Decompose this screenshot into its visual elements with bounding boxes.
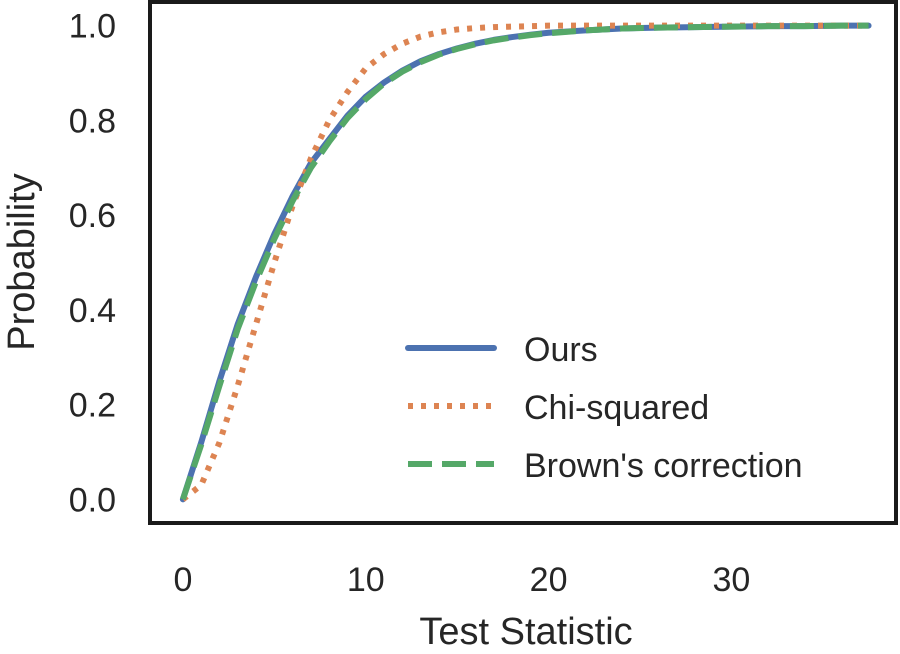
- y-axis-title: Probability: [1, 173, 43, 350]
- series-line-brown-s-correction: [180, 22, 869, 501]
- x-tick-label: 0: [173, 561, 192, 599]
- series-line-chi-squared: [181, 22, 869, 502]
- y-axis-ticks: 0.0 0.2 0.4 0.6 0.8 1.0: [69, 8, 116, 520]
- x-tick-label: 10: [347, 561, 385, 599]
- plot-frame: [148, 0, 898, 525]
- legend-label-ours: Ours: [524, 331, 598, 369]
- plot-area: [148, 0, 898, 525]
- y-tick-label: 0.6: [69, 197, 116, 235]
- y-tick-label: 0.0: [69, 481, 116, 519]
- y-tick-label: 0.2: [69, 387, 116, 425]
- y-tick-label: 0.8: [69, 102, 116, 140]
- legend-label-browns-correction: Brown's correction: [524, 447, 803, 485]
- legend: Ours Chi-squared Brown's correction: [405, 331, 803, 485]
- x-axis-title: Test Statistic: [419, 611, 632, 653]
- series-layer: [179, 22, 872, 503]
- x-tick-label: 30: [712, 561, 750, 599]
- legend-label-chi-squared: Chi-squared: [524, 389, 709, 427]
- x-axis-ticks: 0 10 20 30: [173, 561, 750, 599]
- x-tick-label: 20: [530, 561, 568, 599]
- y-tick-label: 0.4: [69, 292, 116, 330]
- y-tick-label: 1.0: [69, 8, 116, 46]
